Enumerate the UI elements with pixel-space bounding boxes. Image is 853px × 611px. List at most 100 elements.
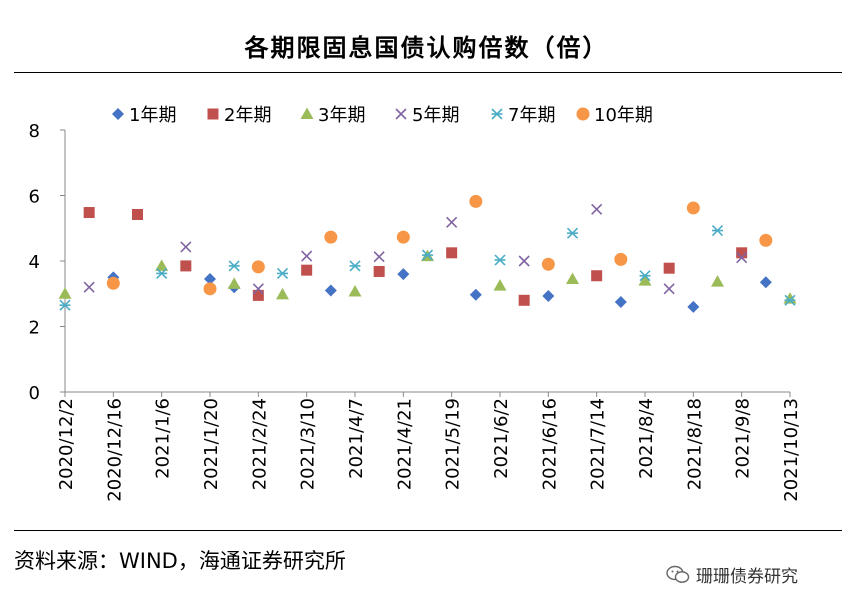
data-point	[469, 288, 482, 301]
data-point	[736, 252, 748, 264]
x-tick-label: 2021/9/8	[733, 398, 754, 479]
legend-marker-4	[395, 108, 407, 120]
legend-label-5: 7年期	[508, 105, 555, 126]
legend-label-6: 10年期	[594, 105, 653, 126]
data-point	[614, 252, 628, 266]
x-tick-label: 2021/6/2	[491, 398, 512, 479]
data-point	[493, 279, 507, 291]
data-point	[541, 257, 555, 271]
data-point	[446, 247, 458, 259]
data-point-stroke	[180, 241, 192, 253]
x-tick-label: 2020/12/16	[104, 398, 125, 502]
data-point	[59, 299, 71, 311]
data-point-stroke	[663, 283, 675, 295]
series-4	[83, 203, 748, 295]
series-5	[59, 224, 796, 311]
top-divider	[14, 72, 842, 73]
data-point	[614, 295, 627, 308]
x-tick-label: 2021/4/7	[346, 398, 367, 479]
data-point	[373, 251, 385, 263]
data-point	[301, 250, 313, 262]
data-point	[155, 259, 169, 271]
data-point	[373, 265, 385, 277]
data-point	[204, 273, 216, 286]
series-3	[58, 249, 797, 304]
data-point-stroke	[446, 216, 458, 228]
legend-marker-2	[207, 108, 219, 120]
data-point	[759, 276, 772, 289]
data-point	[446, 216, 458, 228]
data-point	[324, 230, 338, 244]
x-tick-label: 2021/8/18	[684, 398, 705, 490]
data-point	[156, 267, 168, 280]
source-note: 资料来源：WIND，海通证券研究所	[14, 549, 346, 573]
bottom-divider	[14, 530, 842, 531]
legend: 1年期 2年期 3年期 5年期 7年期 10年期	[112, 105, 653, 126]
data-point	[663, 283, 675, 295]
data-point	[687, 300, 700, 313]
data-point	[469, 194, 483, 208]
data-point	[251, 260, 265, 274]
x-tick-label: 2021/7/14	[588, 398, 609, 490]
y-tick-label: 6	[29, 187, 40, 208]
data-point	[83, 281, 95, 293]
data-point	[276, 287, 289, 300]
x-tick-label: 2021/1/20	[201, 398, 222, 490]
legend-marker-1	[112, 108, 124, 120]
legend-marker-5	[491, 108, 503, 120]
data-point	[83, 207, 95, 219]
legend-marker-4-stroke	[395, 108, 407, 120]
x-tick-label: 2021/8/4	[636, 398, 657, 479]
data-point-stroke	[518, 255, 530, 267]
data-point	[180, 260, 192, 272]
data-point	[203, 282, 217, 296]
data-marks	[58, 194, 797, 313]
data-point	[252, 283, 264, 295]
data-point-stroke	[252, 283, 264, 295]
data-point	[638, 274, 652, 286]
x-tick-label: 2021/1/6	[153, 398, 174, 479]
data-point	[591, 270, 603, 282]
x-tick-label: 2021/2/24	[249, 398, 270, 490]
legend-marker-3	[300, 107, 314, 119]
x-tick-label: 2020/12/2	[56, 398, 77, 490]
data-point	[566, 272, 579, 285]
data-point	[591, 203, 603, 215]
x-tick-label: 2021/5/19	[443, 398, 464, 490]
data-point	[566, 227, 579, 239]
legend-marker-6	[576, 107, 590, 121]
data-point	[276, 267, 289, 280]
data-point	[783, 292, 797, 304]
y-tick-label: 4	[29, 252, 40, 273]
data-point	[639, 270, 651, 282]
y-tick-label: 0	[29, 383, 40, 404]
data-point-stroke	[83, 281, 95, 293]
x-tick-label: 2021/10/13	[781, 398, 802, 502]
data-point	[324, 284, 337, 297]
chart-title: 各期限固息国债认购倍数（倍）	[244, 34, 609, 62]
data-point-stroke	[373, 251, 385, 263]
data-point	[180, 241, 192, 253]
data-point	[518, 294, 530, 306]
data-point-stroke	[591, 203, 603, 215]
x-tick-label: 2021/6/16	[539, 398, 560, 490]
data-point	[58, 287, 72, 299]
data-point	[784, 294, 796, 306]
x-tick-label: 2021/4/21	[394, 398, 415, 490]
data-point	[518, 255, 530, 267]
data-point	[348, 284, 362, 297]
data-point	[494, 254, 506, 266]
series-6	[106, 194, 773, 296]
data-point	[301, 264, 313, 276]
data-point	[349, 260, 361, 272]
legend-label-1: 1年期	[129, 105, 176, 126]
legend-label-4: 5年期	[412, 105, 459, 126]
data-point	[542, 290, 555, 303]
data-point	[397, 268, 410, 281]
y-tick-label: 8	[29, 121, 40, 142]
wechat-icon	[666, 565, 690, 583]
data-point	[711, 224, 724, 237]
y-tick-label: 2	[29, 318, 40, 339]
legend-label-2: 2年期	[224, 105, 271, 126]
data-point	[228, 260, 240, 272]
